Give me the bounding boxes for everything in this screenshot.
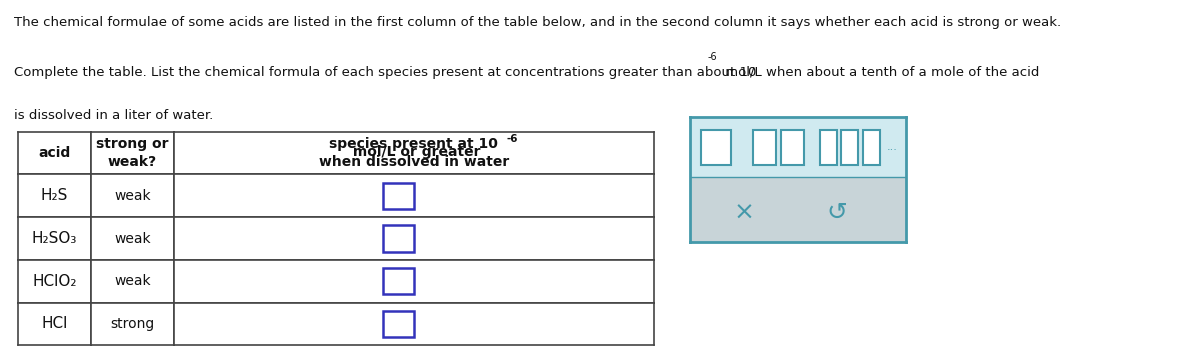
Bar xyxy=(820,130,836,165)
Text: HCl: HCl xyxy=(41,316,67,331)
Text: is dissolved in a liter of water.: is dissolved in a liter of water. xyxy=(14,109,214,122)
Text: H₂S: H₂S xyxy=(41,188,68,203)
Text: ×: × xyxy=(733,201,755,225)
Text: The chemical formulae of some acids are listed in the first column of the table : The chemical formulae of some acids are … xyxy=(14,16,1062,29)
Text: -6: -6 xyxy=(506,135,518,145)
Text: species present at 10: species present at 10 xyxy=(330,137,498,151)
Bar xyxy=(841,130,858,165)
Bar xyxy=(781,130,804,165)
Text: ...: ... xyxy=(887,142,898,152)
Text: weak: weak xyxy=(114,189,151,203)
Text: weak: weak xyxy=(114,231,151,246)
Text: mol/L when about a tenth of a mole of the acid: mol/L when about a tenth of a mole of th… xyxy=(721,66,1039,79)
Bar xyxy=(690,177,906,242)
Text: mol/L or greater: mol/L or greater xyxy=(348,145,480,159)
Text: H₂SO₃: H₂SO₃ xyxy=(32,231,77,246)
Bar xyxy=(752,130,776,165)
Text: Complete the table. List the chemical formula of each species present at concent: Complete the table. List the chemical fo… xyxy=(14,66,757,79)
Text: HClO₂: HClO₂ xyxy=(32,274,77,289)
FancyBboxPatch shape xyxy=(383,225,414,252)
Bar xyxy=(863,130,880,165)
FancyBboxPatch shape xyxy=(383,311,414,337)
Text: strong: strong xyxy=(110,317,155,331)
Text: weak: weak xyxy=(114,274,151,288)
Text: strong or
weak?: strong or weak? xyxy=(96,137,169,169)
Text: -6: -6 xyxy=(708,52,718,62)
Bar xyxy=(701,130,731,165)
Text: when dissolved in water: when dissolved in water xyxy=(319,156,509,169)
Text: ↺: ↺ xyxy=(827,201,847,225)
Text: acid: acid xyxy=(38,146,71,160)
FancyBboxPatch shape xyxy=(383,183,414,209)
FancyBboxPatch shape xyxy=(383,268,414,294)
